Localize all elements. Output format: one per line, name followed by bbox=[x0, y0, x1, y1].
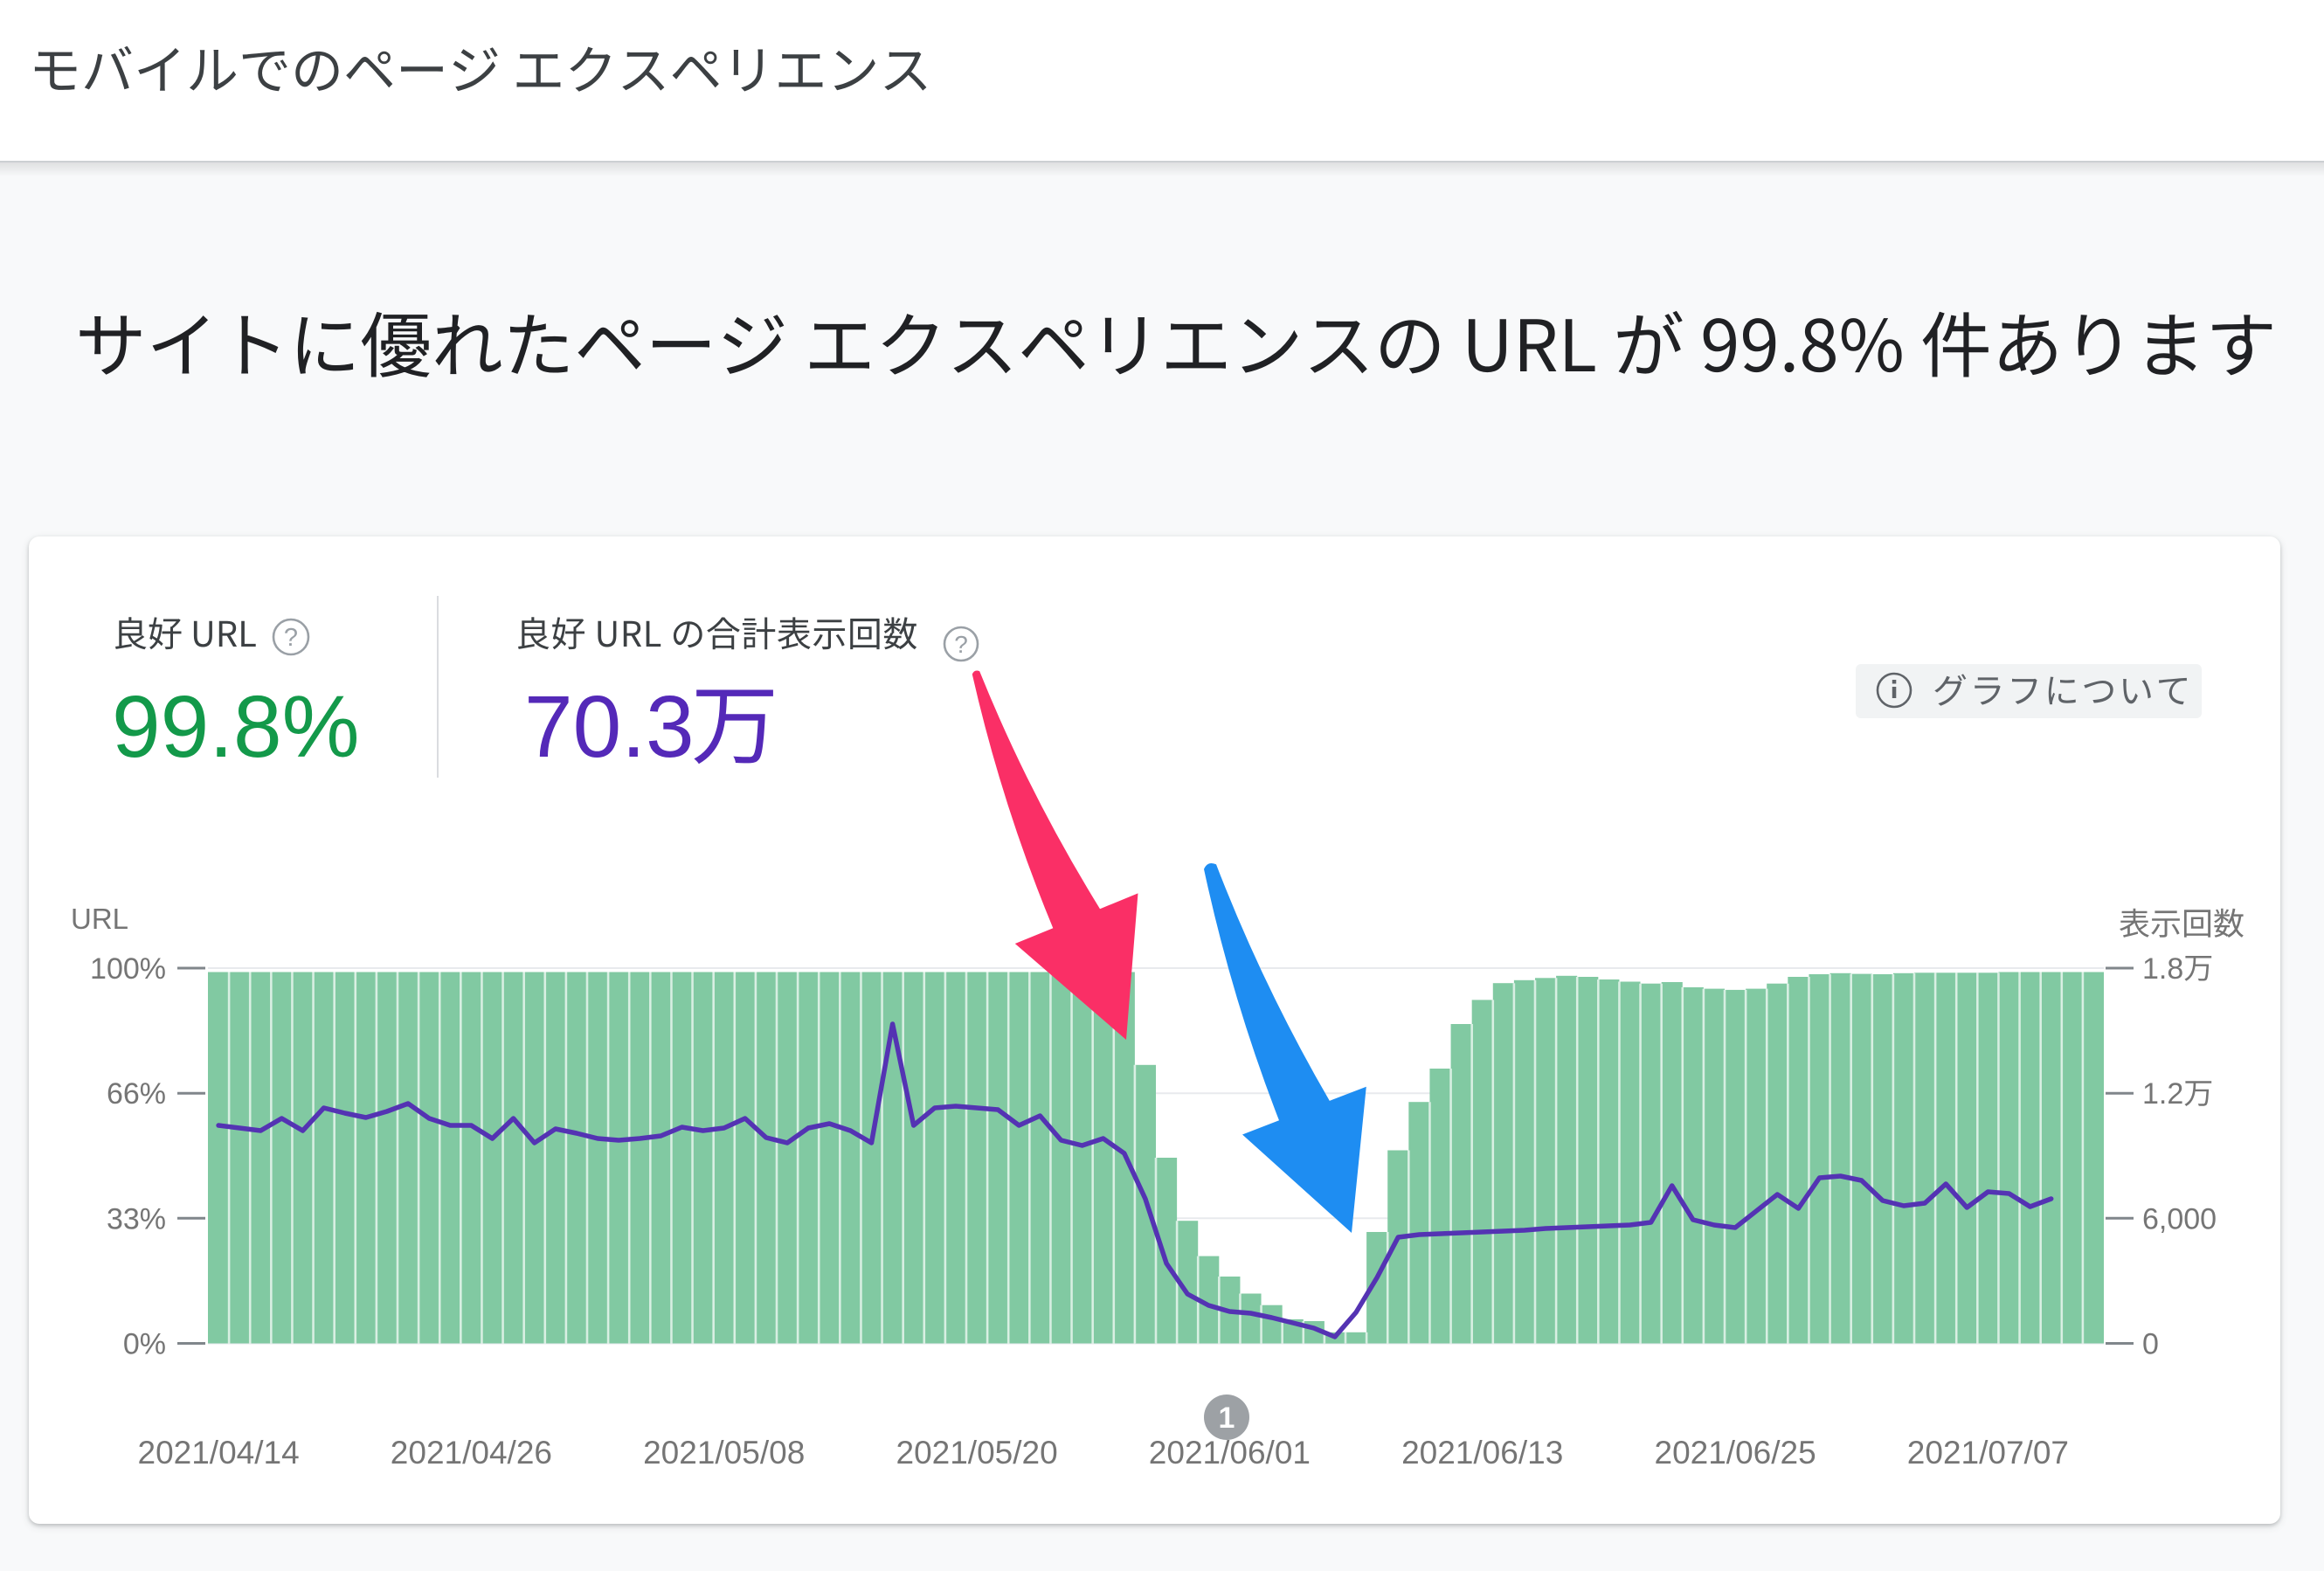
svg-text:0%: 0% bbox=[123, 1328, 166, 1361]
svg-text:33%: 33% bbox=[107, 1202, 166, 1235]
svg-text:2021/06/13: 2021/06/13 bbox=[1401, 1435, 1563, 1471]
svg-text:2021/05/20: 2021/05/20 bbox=[896, 1435, 1058, 1471]
svg-text:0: 0 bbox=[2142, 1328, 2159, 1361]
svg-text:2021/05/08: 2021/05/08 bbox=[643, 1435, 805, 1471]
svg-text:2021/04/14: 2021/04/14 bbox=[138, 1435, 300, 1471]
svg-text:?: ? bbox=[954, 631, 968, 658]
svg-text:1.2: 1.2 bbox=[2142, 1077, 2183, 1111]
svg-text:66%: 66% bbox=[107, 1077, 166, 1111]
svg-text:1: 1 bbox=[1219, 1401, 1235, 1435]
svg-text:99.8%: 99.8% bbox=[112, 678, 360, 776]
svg-text:6,000: 6,000 bbox=[2142, 1202, 2217, 1235]
svg-text:2021/04/26: 2021/04/26 bbox=[391, 1435, 552, 1471]
svg-text:2021/06/25: 2021/06/25 bbox=[1655, 1435, 1816, 1471]
svg-text:100%: 100% bbox=[90, 952, 166, 986]
svg-text:1.8: 1.8 bbox=[2142, 952, 2183, 986]
svg-text:2021/07/07: 2021/07/07 bbox=[1907, 1435, 2069, 1471]
svg-text:70.3: 70.3 bbox=[524, 678, 695, 776]
svg-text:2021/06/01: 2021/06/01 bbox=[1149, 1435, 1311, 1471]
svg-text:?: ? bbox=[284, 624, 298, 652]
svg-text:URL: URL bbox=[71, 903, 128, 935]
